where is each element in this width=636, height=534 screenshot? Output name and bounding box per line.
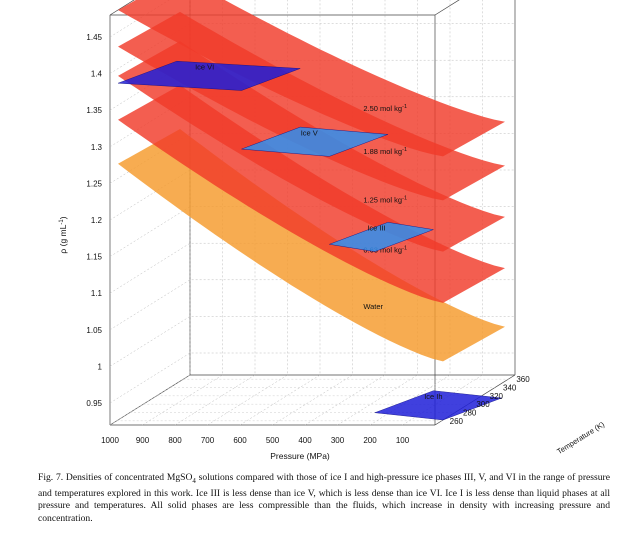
surface-2-50-mol-kg [118,0,505,157]
series-label: 1.25 mol kg-1 [363,195,407,204]
y-tick-label: 1.4 [91,70,103,79]
x-tick-label: 600 [233,436,247,445]
x-tick-label: 800 [168,436,182,445]
caption-subscript: 4 [192,476,196,485]
y-tick-label: 1 [98,362,103,371]
y-tick-label: 1.05 [86,326,102,335]
series-label: Ice VI [195,62,214,71]
z-tick-label: 320 [490,392,504,401]
series-label: Ice V [301,128,318,137]
y-tick-label: 1.25 [86,179,102,188]
x-tick-label: 200 [363,436,377,445]
x-tick-label: 300 [331,436,345,445]
surface-water [118,129,505,362]
series-label: Ice Ih [424,392,442,401]
series-label: Ice III [367,223,385,232]
z-tick-label: 360 [516,375,530,384]
y-tick-label: 1.2 [91,216,103,225]
surface-ice-v [241,126,388,157]
axes-box-edge [109,374,191,426]
caption-text-a: Densities of concentrated MgSO [63,472,193,483]
x-tick-label: 500 [266,436,280,445]
y-tick-label: 1.45 [86,33,102,42]
y-axis-label: ρ (g mL-1) [58,216,68,253]
series-label: Water [363,302,383,311]
surfaces-layer: Ice Ih Water 0.63 mol kg-1 1.25 mol kg-1 Ice… [117,0,505,421]
x-tick-label: 900 [136,436,150,445]
y-tick-label: 1.1 [91,289,103,298]
density-3d-chart: Ice Ih Water 0.63 mol kg-1 1.25 mol kg-1 Ice… [58,0,606,461]
axes-box-edge [109,0,135,16]
series-label: 2.50 mol kg-1 [363,104,407,113]
axes-box-edge [434,0,460,16]
y-tick-label: 1.15 [86,253,102,262]
surface-ice-iii [328,222,435,252]
z-tick-label: 280 [463,409,477,418]
caption-text-b: solutions compared with those of ice I a… [38,472,610,524]
y-tick-label: 0.95 [86,399,102,408]
series-label: 1.88 mol kg-1 [363,147,407,156]
y-tick-label: 1.35 [86,106,102,115]
tick-labels: 0.95 1 1.05 1.1 1.15 1.2 1.25 1.3 1.35 1.4 1.45 100… [86,33,530,445]
z-tick-label: 260 [450,417,464,426]
x-axis-label: Pressure (MPa) [270,451,330,461]
caption-fig-number: Fig. 7. [38,472,64,483]
x-tick-label: 700 [201,436,215,445]
series-label: 0.63 mol kg-1 [363,246,407,255]
figure-caption: Fig. 7. Densities of concentrated MgSO4 … [38,472,610,525]
y-tick-label: 1.3 [91,143,103,152]
z-tick-label: 340 [503,384,517,393]
z-tick-label: 300 [476,400,490,409]
surface-ice-vi [117,60,301,91]
x-tick-label: 400 [298,436,312,445]
x-tick-label: 1000 [101,436,119,445]
x-tick-label: 100 [396,436,410,445]
z-axis-label: Temperature (K) [555,419,606,456]
surface-ice-ih [374,390,502,421]
